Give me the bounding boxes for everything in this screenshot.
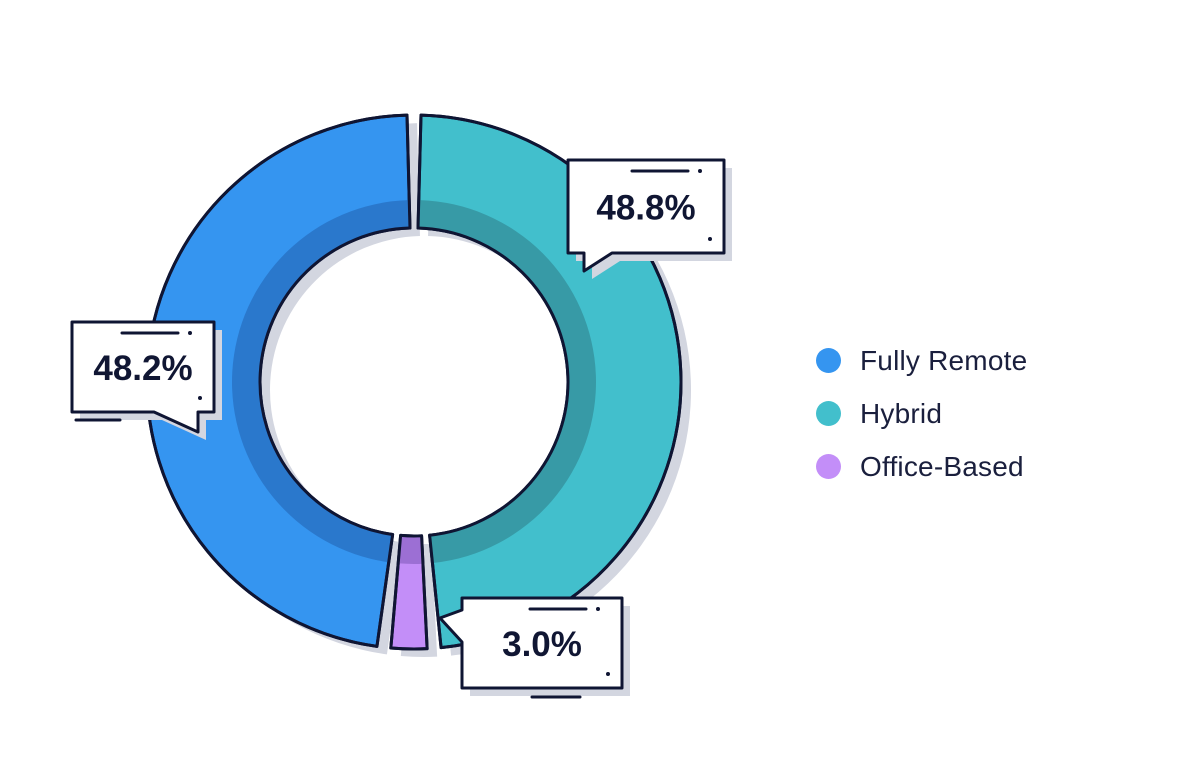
slice-outline	[145, 113, 412, 648]
data-label-hybrid: 48.8%	[566, 158, 732, 279]
legend: Fully Remote Hybrid Office-Based	[816, 334, 1027, 493]
legend-label: Fully Remote	[860, 344, 1028, 376]
legend-swatch	[816, 401, 841, 426]
data-label-office-based: 3.0%	[438, 596, 630, 696]
callout-decoration	[596, 607, 600, 611]
legend-swatch	[816, 348, 841, 373]
callout-decoration	[198, 396, 202, 400]
data-label-text: 48.8%	[596, 189, 695, 228]
legend-item-fully-remote: Fully Remote	[816, 334, 1027, 387]
legend-swatch	[816, 454, 841, 479]
callout-decoration	[606, 672, 610, 676]
slice-outline	[389, 533, 429, 651]
callout-decoration	[698, 169, 702, 173]
callout-decoration	[188, 331, 192, 335]
data-label-fully-remote: 48.2%	[70, 320, 222, 440]
legend-label: Office-Based	[860, 450, 1024, 482]
callout-decoration	[708, 237, 712, 241]
callout-box	[438, 596, 624, 690]
callout-box	[70, 320, 216, 434]
slice-inner-band	[419, 200, 596, 563]
legend-item-hybrid: Hybrid	[816, 387, 1027, 440]
slice-inner-band	[231, 200, 409, 563]
callout-box	[566, 158, 726, 273]
slice-inner-band	[399, 535, 422, 564]
legend-label: Hybrid	[860, 397, 943, 429]
callouts: 48.8% 48.2% 3.0%	[70, 158, 732, 699]
data-label-text: 3.0%	[502, 625, 582, 664]
legend-item-office-based: Office-Based	[816, 440, 1027, 493]
data-label-text: 48.2%	[93, 349, 192, 388]
